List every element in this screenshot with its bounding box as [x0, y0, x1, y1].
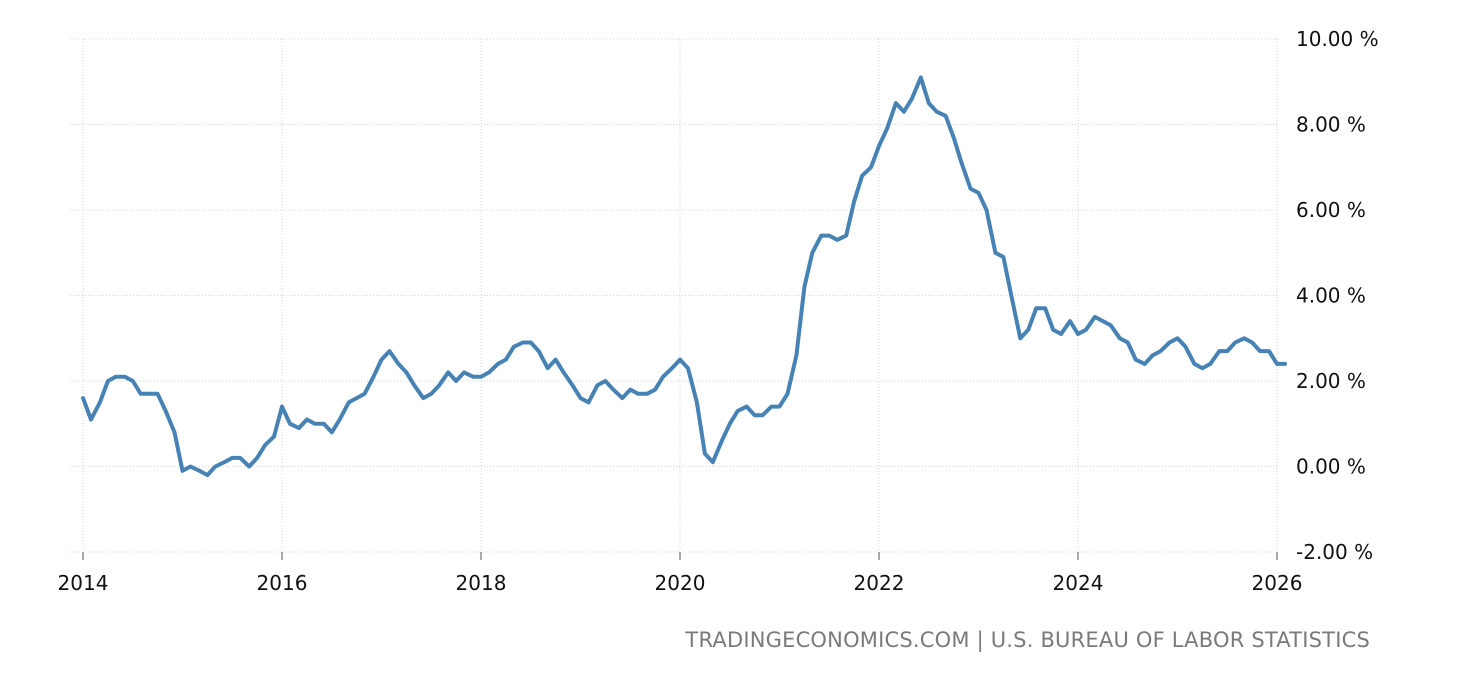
x-tick-label: 2018 [456, 571, 507, 595]
x-tick-label: 2014 [58, 571, 109, 595]
series-layer [81, 75, 1287, 478]
y-tick-label: 8.00 % [1296, 113, 1366, 137]
y-tick-label: 10.00 % [1296, 27, 1379, 51]
x-tick-label: 2024 [1053, 571, 1104, 595]
x-tick-label: 2016 [257, 571, 308, 595]
x-tick-label: 2022 [854, 571, 905, 595]
y-tick-label: 4.00 % [1296, 284, 1366, 308]
y-tick-label: 2.00 % [1296, 369, 1366, 393]
y-tick-label: 6.00 % [1296, 198, 1366, 222]
source-attribution[interactable]: TRADINGECONOMICS.COM | U.S. BUREAU OF LA… [685, 628, 1370, 652]
x-tick-label: 2026 [1252, 571, 1303, 595]
y-tick-label: 0.00 % [1296, 455, 1366, 479]
x-axis-ticks: 2014 2016 2018 2020 2022 2024 2026 [58, 571, 1303, 595]
x-tick-label: 2020 [655, 571, 706, 595]
y-axis-ticks: 10.00 % 8.00 % 6.00 % 4.00 % 2.00 % 0.00 % -2.… [1296, 27, 1379, 564]
series-line[interactable] [81, 75, 1287, 478]
y-tick-label: -2.00 % [1296, 540, 1373, 564]
grid-lines [70, 38, 1278, 560]
